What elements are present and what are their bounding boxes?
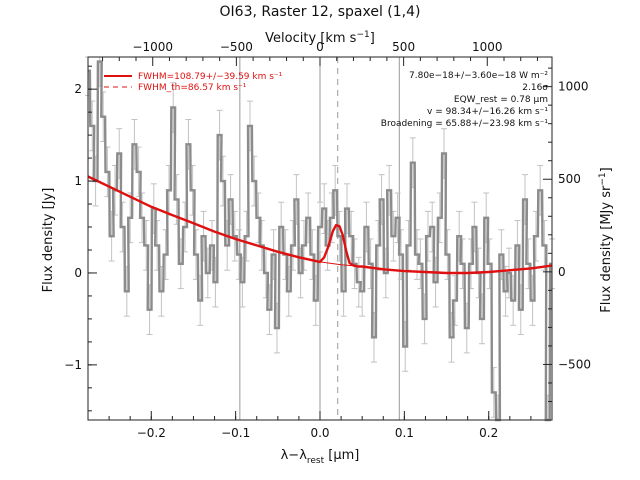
top-x-tick-label: 1000 <box>472 40 503 54</box>
y-axis-label: Flux density [Jy] <box>41 188 56 293</box>
top-x-tick-label: 500 <box>392 40 415 54</box>
top-x-tick-label: 0 <box>316 40 324 54</box>
annotation-line-broadening: Broadening = 65.88+/−23.98 km s⁻¹ <box>381 119 549 129</box>
y-tick-label: 2 <box>74 82 82 96</box>
y-tick-label: 0 <box>74 266 82 280</box>
axes <box>87 56 553 421</box>
right-y-tick-label: 0 <box>558 265 566 279</box>
fit-annotations: 7.80e−18+/−3.60e−18 W m⁻² 2.16σ EQW_rest… <box>381 71 549 129</box>
x-tick-label: −0.2 <box>137 426 166 440</box>
legend-label-fwhm-th: FWHM_th=86.57 km s⁻¹ <box>138 83 247 93</box>
line-fit-curve <box>87 175 553 275</box>
annotation-line-eqw: EQW_rest = 0.78 μm <box>454 95 548 105</box>
spectrum-histogram <box>88 60 552 422</box>
data-series <box>87 60 553 422</box>
legend: FWHM=108.79+/−39.59 km s⁻¹ FWHM_th=86.57… <box>104 72 283 93</box>
y-tick-label: 1 <box>74 174 82 188</box>
annotation-line-sigma: 2.16σ <box>522 83 548 93</box>
top-x-tick-label: −1000 <box>132 40 173 54</box>
right-y-tick-label: −500 <box>558 357 591 371</box>
right-y-axis-label: Flux density [MJy sr−1] <box>598 167 614 312</box>
tick-labels: −0.2 −0.1 0.0 0.1 0.2 −1 0 1 2 −1000 −500 0 500 1000 −… <box>64 40 591 440</box>
chart-title: OI63, Raster 12, spaxel (1,4) <box>220 4 421 20</box>
right-y-tick-label: 1000 <box>558 80 589 94</box>
x-tick-label: 0.1 <box>395 426 414 440</box>
x-axis-label: λ−λrest [μm] <box>281 448 360 466</box>
top-x-axis-label: Velocity [km s−1] <box>265 30 375 46</box>
right-y-tick-label: 500 <box>558 172 581 186</box>
top-x-tick-label: −500 <box>220 40 253 54</box>
x-tick-label: 0.0 <box>310 426 329 440</box>
legend-label-fwhm: FWHM=108.79+/−39.59 km s⁻¹ <box>138 72 283 82</box>
x-tick-label: 0.2 <box>479 426 498 440</box>
x-tick-label: −0.1 <box>221 426 250 440</box>
annotation-line-flux: 7.80e−18+/−3.60e−18 W m⁻² <box>409 71 548 81</box>
annotation-line-velocity: v = 98.34+/−16.26 km s⁻¹ <box>427 107 548 117</box>
y-tick-label: −1 <box>64 358 82 372</box>
